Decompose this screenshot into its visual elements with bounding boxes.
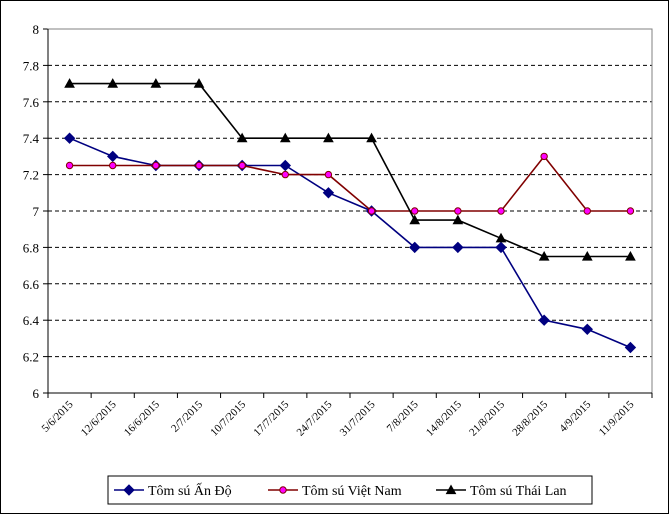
- y-tick-label: 6.8: [23, 240, 39, 255]
- data-point: [409, 241, 421, 254]
- data-point: [279, 486, 287, 494]
- data-point: [238, 161, 246, 170]
- data-point: [583, 207, 591, 215]
- series-line: [69, 155, 631, 212]
- legend-entry: Tôm sú Thái Lan: [436, 484, 567, 499]
- data-point: [538, 314, 550, 326]
- x-tick-label: 14/8/2015: [424, 398, 464, 438]
- legend: Tôm sú Ấn Độ Tôm sú Việt Nam Tôm sú Thái L…: [107, 475, 593, 505]
- data-point: [367, 207, 376, 215]
- data-point: [152, 161, 160, 170]
- y-tick-label: 6: [33, 386, 40, 401]
- data-point: [540, 152, 548, 161]
- data-point: [195, 161, 203, 170]
- y-tick-label: 6.2: [23, 350, 39, 365]
- data-point: [538, 250, 550, 261]
- data-point: [366, 132, 377, 143]
- data-point: [109, 161, 117, 170]
- data-point: [626, 207, 635, 215]
- data-point: [409, 214, 421, 225]
- legend-label: Tôm sú Ấn Độ: [148, 482, 232, 499]
- data-point: [279, 132, 291, 143]
- data-point: [495, 241, 507, 254]
- data-point: [107, 150, 119, 163]
- y-tick-label: 7.8: [23, 58, 39, 73]
- legend-box: [107, 475, 593, 505]
- data-point: [497, 207, 505, 215]
- x-tick-label: 28/8/2015: [510, 398, 550, 438]
- data-point: [279, 159, 291, 172]
- data-point: [452, 241, 464, 254]
- data-point: [150, 78, 162, 88]
- y-tick-labels: 6 6.2 6.4 6.6 6.8 7 7.2 7.4 7.6 7.8 8: [23, 22, 40, 401]
- data-point: [322, 187, 335, 199]
- data-point: [324, 170, 333, 179]
- series-3: [64, 78, 636, 261]
- x-tick-label: 24/7/2015: [295, 398, 335, 438]
- data-point: [624, 341, 637, 354]
- series-group: [63, 78, 637, 354]
- legend-entry: Tôm sú Việt Nam: [268, 484, 402, 499]
- data-point: [445, 484, 457, 495]
- data-point: [495, 232, 507, 243]
- y-tick-label: 7.2: [23, 168, 39, 183]
- x-tick-label: 12/6/2015: [79, 398, 119, 438]
- x-tick-label: 21/8/2015: [467, 398, 507, 438]
- data-point: [64, 78, 75, 88]
- data-point: [581, 250, 593, 261]
- x-tick-label: 2/7/2015: [169, 398, 205, 434]
- legend-entry: Tôm sú Ấn Độ: [114, 482, 232, 499]
- axes: [43, 28, 653, 398]
- y-tick-label: 7.6: [23, 95, 40, 110]
- y-tick-label: 6.6: [23, 277, 40, 292]
- legend-label: Tôm sú Thái Lan: [470, 484, 567, 499]
- data-point: [581, 323, 593, 336]
- data-point: [65, 161, 74, 170]
- series-2: [65, 152, 635, 215]
- series-line: [69, 137, 631, 349]
- x-tick-label: 11/9/2015: [597, 398, 637, 438]
- data-point: [323, 132, 334, 143]
- x-tick-label: 31/7/2015: [338, 398, 378, 438]
- data-point: [193, 78, 205, 88]
- data-point: [123, 484, 135, 496]
- data-point: [454, 207, 462, 215]
- grid-lines: [48, 28, 652, 358]
- x-tick-label: 17/7/2015: [251, 398, 291, 438]
- y-tick-label: 7: [33, 204, 40, 219]
- x-tick-label: 7/8/2015: [385, 398, 421, 434]
- y-tick-label: 6.4: [23, 313, 40, 328]
- data-point: [281, 170, 289, 179]
- y-tick-label: 7.4: [23, 131, 40, 146]
- x-tick-label: 10/7/2015: [208, 398, 248, 438]
- data-point: [63, 132, 76, 144]
- data-point: [107, 78, 119, 88]
- data-point: [411, 207, 419, 215]
- x-tick-labels: 5/6/2015 12/6/2015 16/6/2015 2/7/2015 10/7/2…: [40, 398, 637, 438]
- series-line: [69, 82, 631, 258]
- data-point: [625, 250, 636, 261]
- x-tick-label: 5/6/2015: [40, 398, 76, 434]
- data-point: [236, 132, 248, 143]
- x-tick-label: 16/6/2015: [122, 398, 162, 438]
- x-tick-label: 4/9/2015: [557, 398, 593, 434]
- data-point: [452, 214, 464, 225]
- y-tick-label: 8: [33, 22, 40, 37]
- legend-label: Tôm sú Việt Nam: [302, 484, 402, 499]
